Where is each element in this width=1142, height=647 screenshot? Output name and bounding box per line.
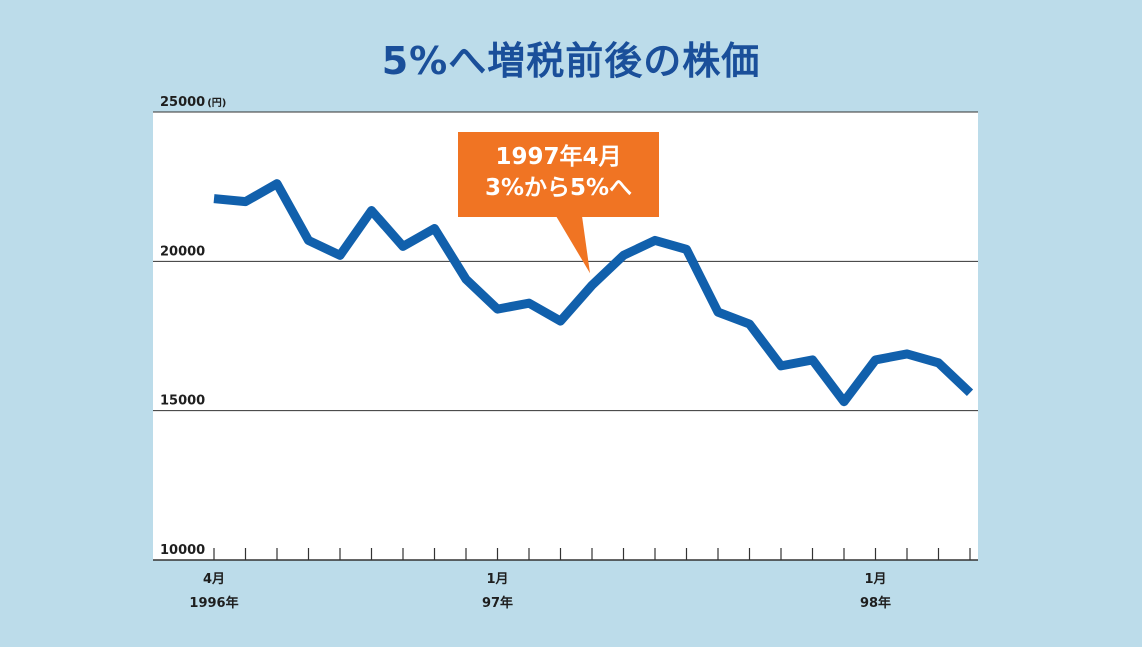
x-month-label: 1月 xyxy=(486,572,508,587)
x-year-label: 98年 xyxy=(860,595,891,611)
x-year-label: 97年 xyxy=(482,595,513,611)
grid-lines xyxy=(153,111,978,412)
y-tick-label: 20000 xyxy=(160,244,205,259)
x-year-label: 1996年 xyxy=(189,595,238,611)
x-month-label: 1月 xyxy=(864,572,886,587)
chart-title: 5%へ増税前後の株価 xyxy=(381,39,761,83)
x-axis xyxy=(153,548,978,561)
y-unit-label: (円) xyxy=(207,97,226,109)
y-tick-label: 25000 xyxy=(160,95,205,110)
y-tick-label: 10000 xyxy=(160,543,205,558)
callout-pointer xyxy=(556,216,590,274)
data-points xyxy=(213,183,971,402)
annotation-callout: 1997年4月 3%から5%へ xyxy=(458,132,659,217)
annotation-line2: 3%から5%へ xyxy=(484,175,633,201)
y-tick-label: 15000 xyxy=(160,394,205,409)
axis-labels: 25000 (円) 20000 15000 10000 4月 1996年 1月 97年 1月 98年 xyxy=(160,95,891,611)
x-month-label: 4月 xyxy=(203,572,225,587)
annotation-line1: 1997年4月 xyxy=(495,144,622,170)
